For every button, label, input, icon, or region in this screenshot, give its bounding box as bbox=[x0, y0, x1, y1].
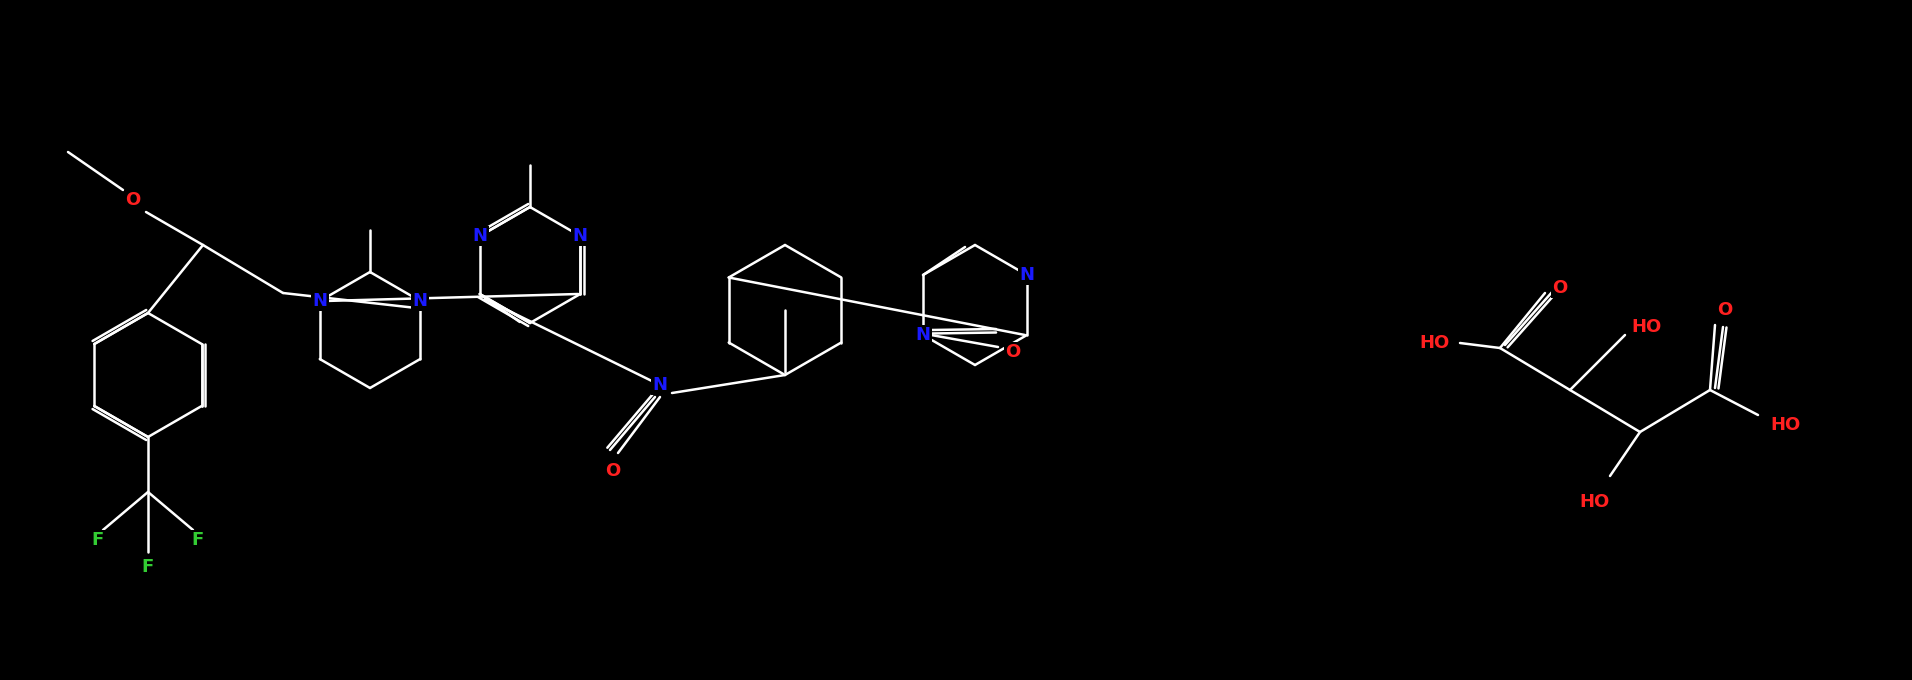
Text: O: O bbox=[126, 191, 141, 209]
Text: O: O bbox=[1717, 301, 1732, 319]
Text: N: N bbox=[1019, 266, 1034, 284]
Text: N: N bbox=[413, 292, 428, 310]
Text: N: N bbox=[652, 376, 667, 394]
Text: N: N bbox=[916, 326, 931, 344]
Text: O: O bbox=[1553, 279, 1568, 297]
Text: HO: HO bbox=[1631, 318, 1662, 336]
Text: N: N bbox=[574, 227, 587, 245]
Text: F: F bbox=[191, 531, 205, 549]
Text: HO: HO bbox=[1771, 416, 1801, 434]
Text: F: F bbox=[92, 531, 103, 549]
Text: N: N bbox=[312, 292, 327, 310]
Text: O: O bbox=[1006, 343, 1021, 361]
Text: O: O bbox=[606, 462, 621, 480]
Text: F: F bbox=[141, 558, 155, 576]
Text: N: N bbox=[472, 227, 488, 245]
Text: HO: HO bbox=[1579, 493, 1610, 511]
Text: HO: HO bbox=[1421, 334, 1449, 352]
